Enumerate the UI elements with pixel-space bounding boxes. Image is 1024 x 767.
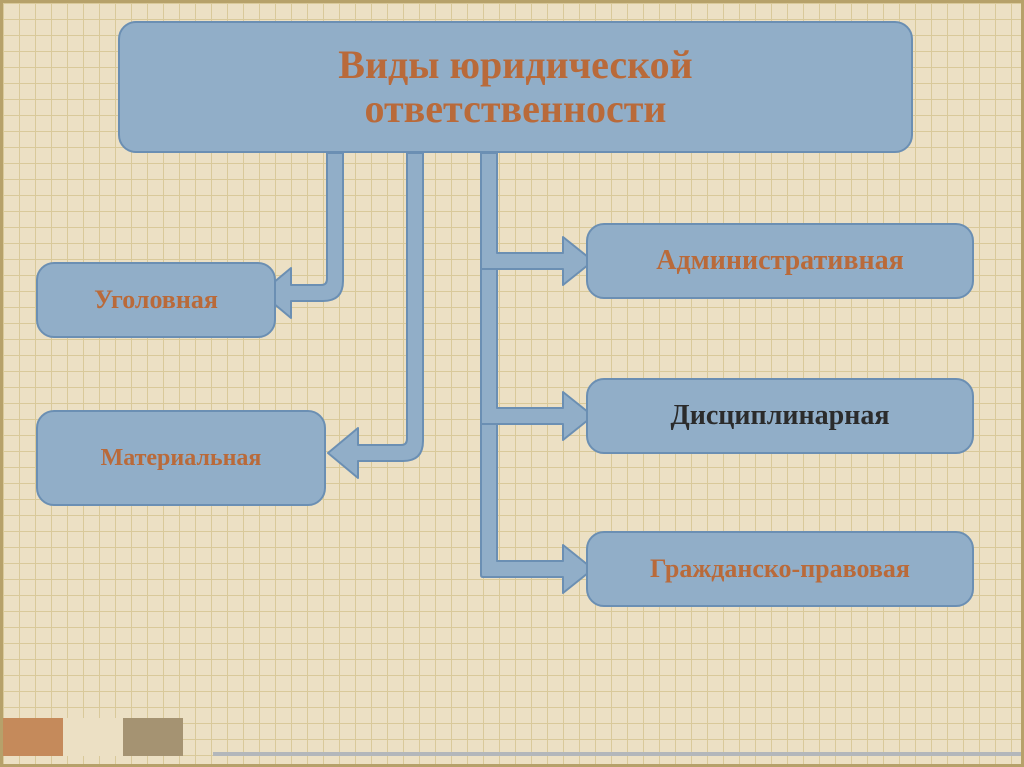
branch-label: Материальная bbox=[101, 445, 262, 471]
slide: Виды юридической ответственности Уголовн… bbox=[0, 0, 1024, 767]
footer-bar-3 bbox=[123, 718, 183, 756]
branch-discipline: Дисциплинарная bbox=[586, 378, 974, 454]
branch-material: Материальная bbox=[36, 410, 326, 506]
footer-bars bbox=[3, 718, 183, 756]
branch-label: Дисциплинарная bbox=[670, 401, 889, 432]
branch-criminal: Уголовная bbox=[36, 262, 276, 338]
footer-rule bbox=[213, 752, 1021, 756]
branch-admin: Административная bbox=[586, 223, 974, 299]
footer-bar-1 bbox=[3, 718, 63, 756]
branch-civil: Гражданско-правовая bbox=[586, 531, 974, 607]
footer-bar-2 bbox=[63, 718, 123, 756]
branch-label: Гражданско-правовая bbox=[650, 555, 910, 584]
branch-label: Административная bbox=[656, 246, 904, 277]
title-box: Виды юридической ответственности bbox=[118, 21, 913, 153]
branch-label: Уголовная bbox=[94, 286, 218, 315]
title-text: Виды юридической ответственности bbox=[338, 43, 692, 131]
